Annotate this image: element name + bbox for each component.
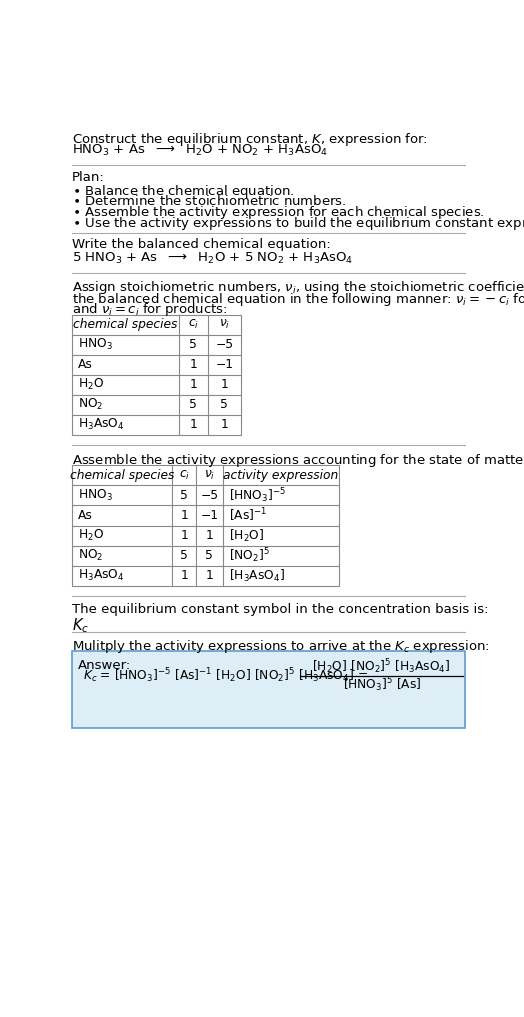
Text: Assemble the activity expressions accounting for the state of matter and $\nu_i$: Assemble the activity expressions accoun… [72, 452, 524, 469]
Text: $\mathregular{H_3AsO_4}$: $\mathregular{H_3AsO_4}$ [78, 569, 125, 583]
Text: Assign stoichiometric numbers, $\nu_i$, using the stoichiometric coefficients, $: Assign stoichiometric numbers, $\nu_i$, … [72, 279, 524, 296]
Text: and $\nu_i = c_i$ for products:: and $\nu_i = c_i$ for products: [72, 301, 227, 318]
Text: $c_i$: $c_i$ [179, 469, 190, 482]
Text: 1: 1 [190, 358, 197, 371]
Text: $\bullet$ Determine the stoichiometric numbers.: $\bullet$ Determine the stoichiometric n… [72, 193, 346, 207]
Text: $\mathregular{[H_2O]\ [NO_2]^5\ [H_3AsO_4]}$: $\mathregular{[H_2O]\ [NO_2]^5\ [H_3AsO_… [312, 657, 451, 675]
Text: $\mathregular{H_2O}$: $\mathregular{H_2O}$ [78, 377, 104, 393]
Text: $\mathregular{NO_2}$: $\mathregular{NO_2}$ [78, 397, 103, 412]
Text: $\mathregular{[NO_2]^5}$: $\mathregular{[NO_2]^5}$ [229, 546, 270, 564]
Text: As: As [78, 358, 93, 371]
Text: $\it{K}_c$: $\it{K}_c$ [72, 616, 89, 635]
Text: $\mathregular{H_2O}$: $\mathregular{H_2O}$ [78, 528, 104, 543]
Text: $\mathregular{[As]^{-1}}$: $\mathregular{[As]^{-1}}$ [229, 506, 267, 525]
Text: 1: 1 [180, 510, 188, 522]
Bar [72, 314, 241, 434]
Text: The equilibrium constant symbol in the concentration basis is:: The equilibrium constant symbol in the c… [72, 602, 488, 615]
Text: $\mathregular{[H_3AsO_4]}$: $\mathregular{[H_3AsO_4]}$ [229, 567, 285, 584]
Text: −1: −1 [215, 358, 233, 371]
Text: 1: 1 [190, 378, 197, 392]
Text: $\mathregular{[HNO_3]^5\ [As]}$: $\mathregular{[HNO_3]^5\ [As]}$ [343, 675, 421, 695]
Text: $\mathregular{[H_2O]}$: $\mathregular{[H_2O]}$ [229, 528, 265, 543]
Text: chemical species: chemical species [70, 469, 174, 482]
Text: $\mathregular{NO_2}$: $\mathregular{NO_2}$ [78, 548, 103, 563]
Text: 1: 1 [205, 570, 213, 582]
Text: −5: −5 [215, 338, 233, 351]
Text: 1: 1 [190, 418, 197, 431]
Text: $\mathregular{HNO_3}$: $\mathregular{HNO_3}$ [78, 337, 113, 352]
Text: −1: −1 [200, 510, 219, 522]
Text: 1: 1 [221, 418, 228, 431]
Text: the balanced chemical equation in the following manner: $\nu_i = -c_i$ for react: the balanced chemical equation in the fo… [72, 291, 524, 308]
Text: $\nu_i$: $\nu_i$ [204, 469, 215, 482]
Text: 5: 5 [221, 398, 228, 411]
Text: −5: −5 [200, 489, 219, 502]
Text: $\bullet$ Use the activity expressions to build the equilibrium constant express: $\bullet$ Use the activity expressions t… [72, 216, 524, 232]
Text: 5: 5 [180, 549, 188, 562]
Text: 1: 1 [205, 529, 213, 542]
Text: $\mathregular{HNO_3}$: $\mathregular{HNO_3}$ [78, 488, 113, 503]
Text: Write the balanced chemical equation:: Write the balanced chemical equation: [72, 238, 331, 251]
Text: Construct the equilibrium constant, $\it{K}$, expression for:: Construct the equilibrium constant, $\it… [72, 130, 428, 147]
Text: 1: 1 [221, 378, 228, 392]
Text: $\it{K}_c$ = $\mathregular{[HNO_3]^{-5}\ [As]^{-1}\ [H_2O]\ [NO_2]^5\ [H_3AsO_4]: $\it{K}_c$ = $\mathregular{[HNO_3]^{-5}\… [83, 666, 369, 685]
Text: 5: 5 [180, 489, 188, 502]
Text: $\mathregular{HNO_3}$ + As  $\longrightarrow$  $\mathregular{H_2O}$ + $\mathregu: $\mathregular{HNO_3}$ + As $\longrightar… [72, 142, 328, 158]
Text: $\mathregular{H_3AsO_4}$: $\mathregular{H_3AsO_4}$ [78, 417, 125, 432]
Text: $\bullet$ Balance the chemical equation.: $\bullet$ Balance the chemical equation. [72, 183, 294, 200]
Text: 5 $\mathregular{HNO_3}$ + As  $\longrightarrow$  $\mathregular{H_2O}$ + 5 $\math: 5 $\mathregular{HNO_3}$ + As $\longright… [72, 250, 353, 265]
Text: 1: 1 [180, 529, 188, 542]
Text: $\nu_i$: $\nu_i$ [219, 318, 230, 332]
Text: $\mathregular{[HNO_3]^{-5}}$: $\mathregular{[HNO_3]^{-5}}$ [229, 486, 286, 504]
Text: 5: 5 [205, 549, 213, 562]
Text: $\bullet$ Assemble the activity expression for each chemical species.: $\bullet$ Assemble the activity expressi… [72, 204, 484, 222]
Text: 1: 1 [180, 570, 188, 582]
Text: As: As [78, 510, 93, 522]
Text: Answer:: Answer: [78, 659, 131, 672]
Text: Plan:: Plan: [72, 171, 104, 183]
Text: chemical species: chemical species [73, 318, 177, 332]
Bar [72, 466, 339, 586]
Text: 5: 5 [190, 338, 198, 351]
Text: $c_i$: $c_i$ [188, 318, 199, 332]
Bar [72, 651, 465, 728]
Text: activity expression: activity expression [223, 469, 339, 482]
Text: Mulitply the activity expressions to arrive at the $\it{K}_c$ expression:: Mulitply the activity expressions to arr… [72, 638, 489, 655]
Text: 5: 5 [190, 398, 198, 411]
